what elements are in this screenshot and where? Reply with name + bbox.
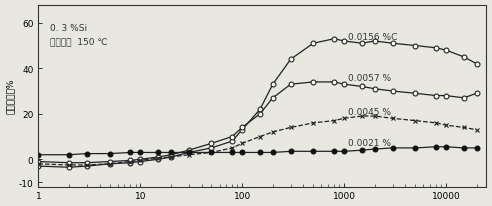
- Text: 0.0045 %: 0.0045 %: [348, 108, 391, 116]
- Text: 时效温度  150 ℃: 时效温度 150 ℃: [50, 37, 107, 46]
- Text: 0.0057 %: 0.0057 %: [348, 74, 391, 82]
- Text: 0.0021 %: 0.0021 %: [348, 138, 391, 147]
- Text: 0. 3 %Si: 0. 3 %Si: [50, 24, 87, 33]
- Y-axis label: 铁损增加／%: 铁损增加／%: [5, 78, 15, 114]
- Text: 0.0156 %C: 0.0156 %C: [348, 33, 398, 42]
